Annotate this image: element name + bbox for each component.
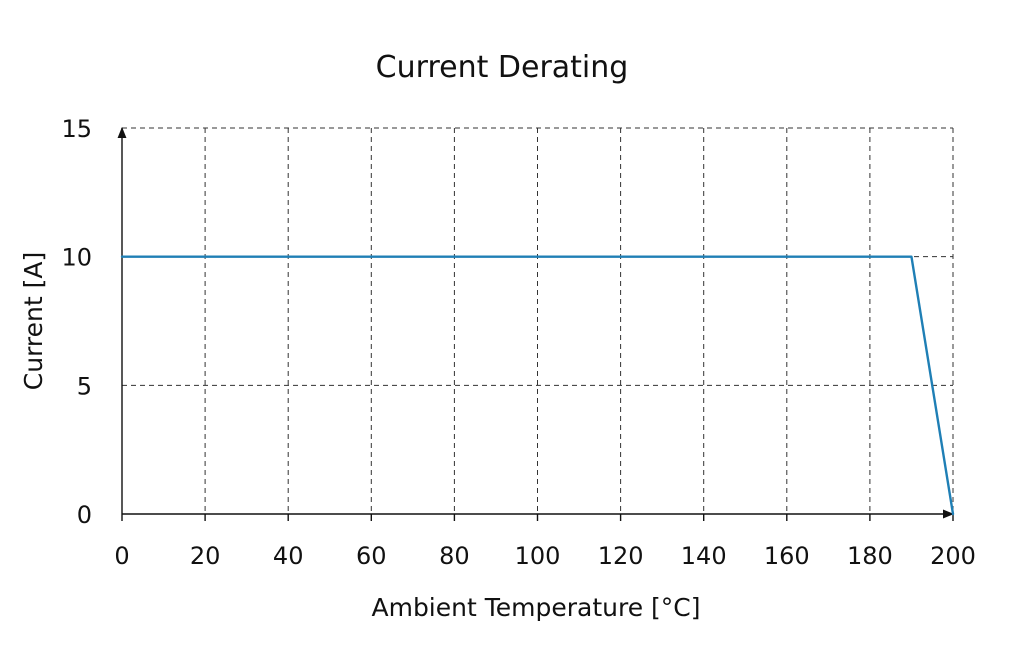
grid [122, 127, 954, 514]
x-tick-label: 100 [515, 542, 561, 570]
x-tick-label: 0 [114, 542, 129, 570]
y-tick-label: 10 [61, 244, 92, 272]
x-tick-label: 40 [273, 542, 304, 570]
y-tick-label: 0 [77, 501, 92, 529]
x-tick-label: 160 [764, 542, 810, 570]
x-tick-label: 20 [190, 542, 221, 570]
series-layer [120, 255, 955, 516]
x-tick-labels: 0 20 40 60 80 100 120 140 160 180 200 [114, 542, 976, 570]
y-tick-label: 15 [61, 115, 92, 143]
x-tick-label: 140 [681, 542, 727, 570]
series-line [120, 255, 955, 516]
y-tick-labels: 0 5 10 15 [61, 115, 92, 529]
x-tick-label: 80 [439, 542, 470, 570]
y-tick-label: 5 [77, 372, 92, 400]
x-tick-label: 180 [847, 542, 893, 570]
chart-title: Current Derating [376, 50, 629, 85]
x-tick-label: 60 [356, 542, 387, 570]
x-tick-label: 120 [598, 542, 644, 570]
axes [117, 126, 955, 521]
y-axis-label: Current [A] [19, 252, 48, 390]
x-tick-label: 200 [930, 542, 976, 570]
x-axis-label: Ambient Temperature [°C] [371, 593, 700, 622]
